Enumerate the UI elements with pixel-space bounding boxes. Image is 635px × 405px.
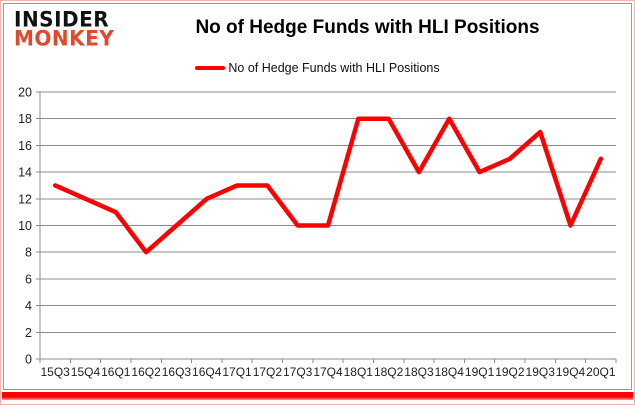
y-tick-label: 12	[18, 192, 32, 206]
legend-label: No of Hedge Funds with HLI Positions	[228, 61, 440, 75]
insider-monkey-logo: INSIDER MONKEY	[14, 5, 115, 51]
series-line	[52, 116, 604, 255]
x-tick-label: 16Q1	[101, 365, 131, 379]
x-tick-label: 17Q1	[222, 365, 252, 379]
chart-title: No of Hedge Funds with HLI Positions	[195, 17, 540, 38]
x-tick-label: 15Q4	[71, 365, 101, 379]
x-tick-label: 20Q1	[586, 365, 616, 379]
y-tick-label: 4	[25, 299, 32, 313]
y-tick-label: 6	[25, 272, 32, 286]
x-tick-label: 16Q4	[192, 365, 222, 379]
y-tick-label: 20	[18, 86, 32, 100]
x-tick-label: 17Q3	[283, 365, 313, 379]
legend-line-swatch	[195, 65, 226, 71]
y-tick-label: 16	[18, 139, 32, 153]
y-tick-label: 8	[25, 246, 32, 260]
x-tick-label: 18Q4	[435, 365, 465, 379]
bottom-red-band	[2, 392, 633, 400]
x-tick-label: 15Q3	[40, 365, 70, 379]
chart-canvas: 0 2 4 6 8 10 12 14 16 18 20 15Q3 15Q4 16Q1 16Q2 16Q3 16Q…	[18, 86, 617, 379]
y-tick-label: 0	[25, 353, 32, 367]
y-tick-label: 10	[18, 219, 32, 233]
y-tick-label: 2	[25, 326, 32, 340]
chart-box: INSIDER MONKEY No of Hedge Funds with HL…	[3, 3, 632, 390]
x-tick-label: 18Q1	[344, 365, 374, 379]
x-tick-label: 19Q4	[556, 365, 586, 379]
x-tick-label: 17Q2	[253, 365, 283, 379]
x-tick-label: 19Q3	[526, 365, 556, 379]
x-tick-label: 16Q2	[131, 365, 161, 379]
y-tick-label: 18	[18, 112, 32, 126]
logo-word-monkey: MONKEY	[14, 24, 115, 51]
x-tick-label: 17Q4	[313, 365, 343, 379]
y-tick-label: 14	[18, 166, 32, 180]
x-tick-label: 18Q2	[374, 365, 404, 379]
logo-word-insider: INSIDER	[14, 5, 110, 32]
x-tick-label: 18Q3	[404, 365, 434, 379]
x-tick-label: 19Q2	[495, 365, 525, 379]
x-tick-label: 16Q3	[162, 365, 192, 379]
x-tick-label: 19Q1	[465, 365, 495, 379]
legend: No of Hedge Funds with HLI Positions	[4, 60, 631, 76]
